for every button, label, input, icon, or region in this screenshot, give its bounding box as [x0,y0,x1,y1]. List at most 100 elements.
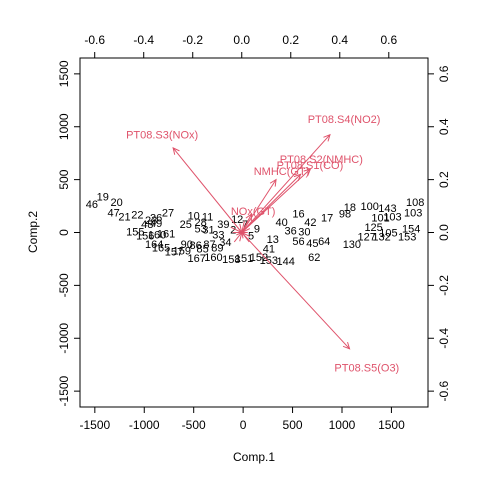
observation-label: 11 [202,212,213,224]
observation-label: 160 [148,230,166,242]
loading-arrowhead [245,212,253,222]
observation-label: 159 [173,245,191,257]
top-tick-label: 0.0 [233,33,250,47]
observation-label: 23 [145,215,157,227]
observation-label: 164 [145,239,163,251]
bottom-tick-label: -1000 [129,418,160,432]
observation-label: 16 [292,208,304,220]
observation-label: 42 [304,217,316,229]
observation-label: 18 [344,202,356,214]
observation-label: 7 [242,219,248,231]
observation-label: 105 [379,228,397,240]
minor-loading-arrow [241,228,251,233]
observation-label: 125 [364,222,382,234]
observation-label: 10 [188,211,200,223]
observation-label: 158 [222,254,240,266]
minor-loading-arrow [241,232,250,243]
loading-arrowhead [303,168,312,176]
observation-label: 40 [276,217,288,229]
minor-loading-arrow [233,232,243,243]
loading-label: NOx(GT) [231,206,276,218]
loading-label: PT08.S4(NO2) [308,114,381,126]
loading-arrow [241,173,301,233]
observation-label: 20 [110,197,122,209]
minor-loading-arrow [239,232,243,242]
top-axis: -0.6 -0.4 -0.2 0.0 0.2 0.4 0.6 [84,33,397,59]
observation-label: 154 [402,223,420,235]
loading-arrow [241,232,350,350]
bottom-tick-label: 500 [283,418,303,432]
top-tick-label: 0.4 [331,33,348,47]
observation-label: 48 [141,219,153,231]
observation-label: 41 [263,243,275,255]
observation-label: 87 [203,239,215,251]
loading-arrow [241,213,252,233]
observation-label: 108 [406,197,424,209]
observation-label: 100 [360,201,378,213]
observation-label: 103 [383,212,401,224]
observation-label: 26 [150,213,162,225]
observation-label: 33 [212,230,224,242]
observation-label: 165 [152,242,170,254]
loading-label: PT08.S3(NOx) [126,129,198,141]
bottom-tick-label: -500 [182,418,206,432]
minor-loading-arrow [241,220,245,233]
observation-label: 101 [371,213,389,225]
observation-label: 157 [165,247,183,259]
left-tick-label: 1500 [57,60,71,87]
observation-label: 89 [211,242,223,254]
observation-label: 36 [284,225,296,237]
left-tick-label: 0 [57,229,71,236]
loading-arrow [241,179,277,233]
loading-label: PT08.S2(NMHC) [280,154,363,166]
observation-label: 9 [254,223,260,235]
y-axis-label: Comp.2 [26,211,40,253]
x-axis-label: Comp.1 [233,450,275,464]
observation-label: 161 [157,229,175,241]
observation-label: 22 [131,210,143,222]
left-tick-label: 1000 [57,113,71,140]
top-tick-label: -0.2 [182,33,203,47]
observation-label: 27 [162,207,174,219]
bottom-axis: -1500 -1000 -500 0 500 1000 1500 [79,406,405,432]
observation-label: 17 [321,213,333,225]
observation-label: 144 [276,256,294,268]
loading-label: PT08.S5(O3) [334,362,399,374]
loading-arrowhead [342,341,351,350]
observation-label: 28 [194,217,206,229]
observation-label: 62 [308,252,320,264]
observation-label: 160 [204,252,222,264]
observation-label: 2 [230,224,236,236]
top-tick-label: -0.4 [133,33,154,47]
right-tick-label: 0.6 [437,65,451,82]
observation-label: 13 [267,234,279,246]
right-tick-label: 0.4 [437,118,451,135]
observation-label: 156 [136,231,154,243]
observation-label: 103 [404,207,422,219]
right-tick-label: -0.2 [437,275,451,296]
observation-label: 21 [118,212,130,224]
left-axis: -1500 -1000 -500 0 500 1000 1500 [57,60,81,406]
right-axis: -0.6 -0.4 -0.2 0.0 0.2 0.4 0.6 [427,65,451,401]
observation-label: 5 [248,231,254,243]
observation-label: 151 [235,253,253,265]
minor-loading-arrow [241,232,251,237]
observation-label: 45 [306,238,318,250]
right-tick-label: -0.4 [437,328,451,349]
observation-label: 90 [181,239,193,251]
top-tick-label: -0.6 [84,33,105,47]
loading-arrowhead [293,173,302,182]
left-tick-label: -1000 [57,323,71,354]
observation-label: 130 [343,239,361,251]
observation-label: 167 [187,253,205,265]
left-tick-label: -1500 [57,375,71,406]
observation-label: 49 [150,218,162,230]
observation-label: 25 [180,219,192,231]
loading-arrow-layer: PT08.S3(NOx) PT08.S4(NO2) PT08.S2(NMHC) PT0… [126,114,399,374]
observation-label: 31 [202,224,214,236]
loading-arrow [241,134,331,233]
observation-label: 47 [107,207,119,219]
